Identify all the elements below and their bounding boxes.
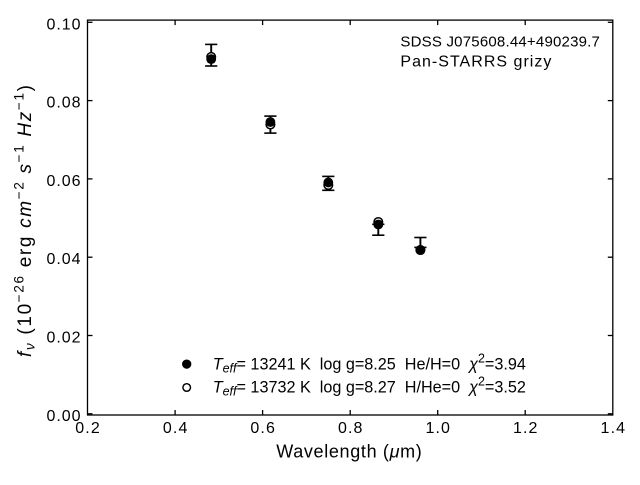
svg-text:Teff= 13732 K log g=8.27 H/H: Teff= 13732 K log g=8.27 H/He=0 χ2=3.52 [213,375,526,399]
svg-text:fν (10−26 erg cm−2 s−1 Hz−1): fν (10−26 erg cm−2 s−1 Hz−1) [12,85,38,357]
svg-text:Teff= 13241 K log g=8.25 He/: Teff= 13241 K log g=8.25 He/H=0 χ2=3.94 [213,351,526,375]
svg-text:0.8: 0.8 [338,420,363,437]
svg-text:Pan-STARRS grizy: Pan-STARRS grizy [400,54,551,71]
svg-text:0.08: 0.08 [47,95,81,112]
svg-text:1.2: 1.2 [513,420,538,437]
svg-text:0.02: 0.02 [47,330,81,347]
svg-text:0.06: 0.06 [47,173,81,190]
svg-text:Wavelength (μm): Wavelength (μm) [276,442,422,462]
svg-text:1.4: 1.4 [601,420,626,437]
svg-text:0.4: 0.4 [163,420,188,437]
svg-text:1.0: 1.0 [425,420,450,437]
svg-text:0.2: 0.2 [75,420,100,437]
svg-text:0.00: 0.00 [47,408,81,425]
svg-text:0.10: 0.10 [47,16,81,33]
svg-text:0.6: 0.6 [250,420,275,437]
svg-text:SDSS J075608.44+490239.7: SDSS J075608.44+490239.7 [400,34,600,51]
svg-text:0.04: 0.04 [47,251,81,268]
